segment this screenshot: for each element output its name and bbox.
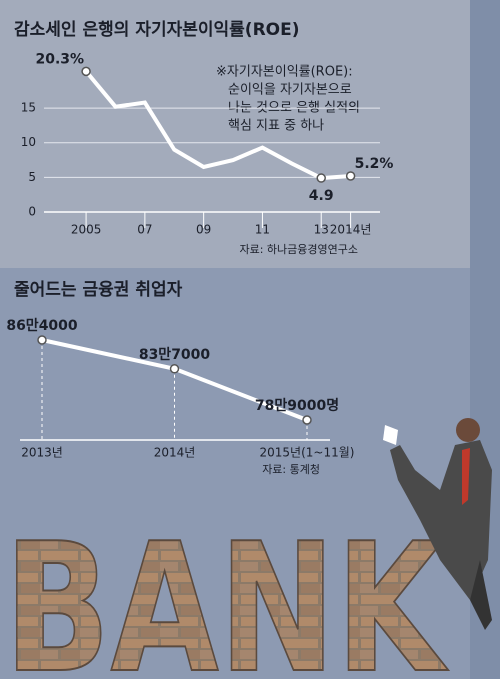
value-label: 86만4000 [6, 318, 78, 334]
source: 자료: 하나금융경영연구소 [239, 242, 358, 256]
x-tick-label: 11 [255, 223, 270, 237]
y-tick-label: 10 [21, 135, 36, 149]
source: 자료: 통계청 [262, 463, 320, 476]
point [169, 364, 180, 374]
annotation-line: ※자기자본이익률(ROE): [216, 65, 353, 80]
x-tick-label: 2015년(1~11월) [260, 446, 355, 460]
illustration-text: BANK [4, 505, 449, 679]
chart-title: 줄어드는 금융권 취업자 [14, 279, 183, 300]
y-tick-label: 0 [28, 205, 36, 219]
x-tick-label: 2014년 [330, 223, 372, 237]
annotation-line: 순이익을 자기자본으로 [228, 83, 352, 98]
value-label: 20.3% [36, 51, 85, 67]
man-illustration [383, 418, 492, 630]
y-tick-label: 5 [28, 170, 36, 184]
annotation-line: 나눈 것으로 은행 실적의 [228, 100, 360, 116]
panel [0, 0, 470, 268]
value-label: 83만7000 [139, 347, 211, 363]
x-tick-label: 2014년 [154, 446, 196, 460]
point [345, 171, 356, 181]
point [302, 415, 312, 425]
x-tick-label: 2005 [71, 223, 102, 237]
point [316, 173, 326, 183]
data-line [84, 70, 351, 181]
point [37, 335, 47, 345]
annotation-line: 핵심 지표 중 하나 [228, 119, 324, 134]
x-tick-label: 2013년 [21, 446, 63, 460]
panel [0, 268, 470, 679]
value-label: 78만9000명 [255, 397, 339, 414]
chart-title: 감소세인 은행의 자기자본이익률(ROE) [14, 20, 300, 40]
value-label: 5.2% [355, 156, 394, 172]
point [81, 66, 91, 77]
y-tick-label: 15 [21, 101, 36, 115]
x-tick-label: 07 [137, 223, 152, 237]
x-tick-label: 09 [196, 223, 211, 237]
value-label: 4.9 [309, 188, 334, 204]
x-tick-label: 13 [314, 223, 329, 237]
